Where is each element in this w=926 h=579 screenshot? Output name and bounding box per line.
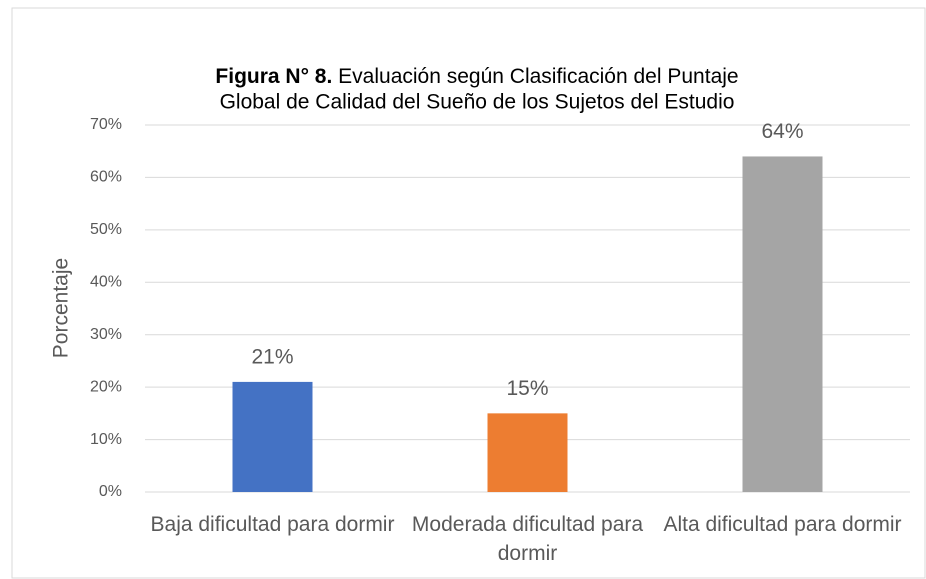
y-tick-label: 40% [90,274,122,291]
title-label: Figura N° 8. [215,65,332,88]
y-tick-label: 20% [90,378,122,395]
title-line: Evaluación según Clasificación del Punta… [338,65,738,88]
y-axis-label: Porcentaje [50,258,73,358]
y-tick-label: 60% [90,169,122,186]
y-tick-label: 0% [99,483,122,500]
y-tick-label: 50% [90,221,122,238]
y-tick-label: 70% [90,116,122,133]
y-tick-label: 10% [90,431,122,448]
bar [742,156,823,492]
x-tick-label: Moderada dificultad para dormir [411,513,644,565]
chart-title: Global de Calidad del Sueño de los Sujet… [220,91,735,114]
chart-title: Figura N° 8. Evaluación según Clasificac… [215,65,738,88]
x-tick-label: Baja dificultad para dormir [150,513,395,536]
chart-frame [11,7,926,579]
y-tick-label: 30% [90,326,122,343]
x-tick-label: Alta dificultad para dormir [663,513,902,536]
data-label: 64% [761,120,803,143]
data-label: 15% [506,377,548,400]
data-label: 21% [251,345,293,368]
bar [232,381,313,492]
bar [487,413,568,492]
